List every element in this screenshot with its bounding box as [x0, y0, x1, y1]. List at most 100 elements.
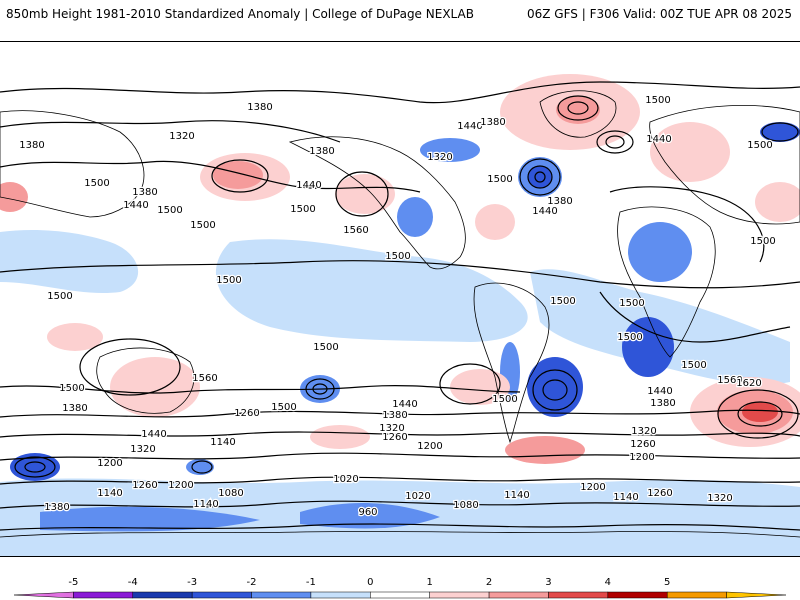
contour-label: 1440: [532, 206, 557, 217]
contour-label: 1200: [97, 458, 122, 469]
contour-label: 1380: [247, 102, 272, 113]
contour-label: 1560: [192, 373, 217, 384]
contour-label: 1260: [382, 432, 407, 443]
contour-label: 1440: [123, 200, 148, 211]
contour-label: 1320: [130, 444, 155, 455]
colorbar-segment: [726, 591, 787, 599]
contour-label: 1440: [457, 121, 482, 132]
contour-label: 1500: [313, 342, 338, 353]
contour-label: 1500: [645, 95, 670, 106]
colorbar-segment: [548, 591, 609, 599]
coastlines: [0, 90, 800, 538]
contour-label: 1320: [707, 493, 732, 504]
contour-label: 1500: [681, 360, 706, 371]
contour-label: 1500: [747, 140, 772, 151]
contour-label: 1560: [343, 225, 368, 236]
colorbar-segment: [251, 591, 312, 599]
colorbar-segment: [429, 591, 490, 599]
colorbar: -5 -4 -3 -2 -1 0 1 2 3 4 5: [13, 577, 787, 599]
contour-label: 1500: [59, 383, 84, 394]
contour-label: 1500: [385, 251, 410, 262]
contour-label: 1500: [550, 296, 575, 307]
colorbar-segment: [607, 591, 668, 599]
contour-label: 1380: [62, 403, 87, 414]
contour-label: 1500: [216, 275, 241, 286]
contour-label: 1500: [84, 178, 109, 189]
contour-label: 1080: [218, 488, 243, 499]
contour-label: 1140: [613, 492, 638, 503]
contour-label: 1380: [480, 117, 505, 128]
contour-label: 1440: [141, 429, 166, 440]
anomaly-shading: [0, 74, 800, 556]
model-run-info: 06Z GFS | F306 Valid: 00Z TUE APR 08 202…: [526, 7, 792, 21]
colorbar-segment: [132, 591, 193, 599]
colorbar-segment: [13, 591, 74, 599]
colorbar-segment: [310, 591, 371, 599]
contour-label: 1500: [190, 220, 215, 231]
colorbar-tick-label: -3: [187, 577, 197, 588]
contour-label: 1440: [647, 386, 672, 397]
colorbar-tick-label: 5: [664, 577, 670, 588]
contour-label: 1500: [47, 291, 72, 302]
contour-label: 1500: [750, 236, 775, 247]
colorbar-segment: [666, 591, 727, 599]
contour-label: 1020: [405, 491, 430, 502]
contour-label: 1380: [382, 410, 407, 421]
colorbar-tick-label: 4: [605, 577, 611, 588]
colorbar-tick-label: -2: [247, 577, 257, 588]
contour-label: 1500: [617, 332, 642, 343]
colorbar-tick-label: -5: [68, 577, 78, 588]
contour-label: 1500: [290, 204, 315, 215]
contour-label: 1260: [234, 408, 259, 419]
contour-label: 1320: [427, 152, 452, 163]
colorbar-tick-label: 0: [367, 577, 373, 588]
contour-label: 1380: [19, 140, 44, 151]
contour-label: 1560: [717, 375, 742, 386]
colorbar-segments: [13, 591, 787, 599]
colorbar-tick-label: -4: [128, 577, 138, 588]
contour-label: 1380: [132, 187, 157, 198]
contour-label: 1140: [97, 488, 122, 499]
contour-label: 1320: [631, 426, 656, 437]
contour-label: 1380: [309, 146, 334, 157]
contour-label: 1500: [619, 298, 644, 309]
height-contours: [0, 81, 800, 531]
colorbar-segment: [73, 591, 134, 599]
colorbar-segment: [488, 591, 549, 599]
contour-label: 1380: [44, 502, 69, 513]
contour-label: 1200: [168, 480, 193, 491]
contour-label: 1140: [193, 499, 218, 510]
contour-label: 1620: [736, 378, 761, 389]
contour-label: 1440: [646, 134, 671, 145]
contour-label: 1500: [271, 402, 296, 413]
colorbar-ticks: -5 -4 -3 -2 -1 0 1 2 3 4 5: [68, 577, 670, 588]
contour-label: 1200: [629, 452, 654, 463]
contour-label: 1440: [392, 399, 417, 410]
colorbar-tick-label: 2: [486, 577, 492, 588]
contour-label: 1500: [492, 394, 517, 405]
contour-label: 1380: [547, 196, 572, 207]
contour-label: 1080: [453, 500, 478, 511]
contour-label: 1200: [580, 482, 605, 493]
colorbar-segment: [191, 591, 252, 599]
contour-label: 1140: [504, 490, 529, 501]
contour-label: 1260: [132, 480, 157, 491]
colorbar-segment: [370, 591, 430, 599]
contour-label: 1380: [650, 398, 675, 409]
contour-label: 1500: [157, 205, 182, 216]
contour-label: 1200: [417, 441, 442, 452]
contour-label: 1020: [333, 474, 358, 485]
map-panel: 1380 1320 1380 1500 1380 1440 1500 1380 1440 1500…: [0, 41, 800, 557]
colorbar-tick-label: 1: [427, 577, 433, 588]
contour-label: 1140: [210, 437, 235, 448]
contour-label: 1320: [169, 131, 194, 142]
contour-label: 1260: [647, 488, 672, 499]
colorbar-tick-label: -1: [306, 577, 316, 588]
contour-label: 960: [358, 507, 377, 518]
colorbar-tick-label: 3: [545, 577, 551, 588]
header: 850mb Height 1981-2010 Standardized Anom…: [0, 0, 800, 28]
map-title: 850mb Height 1981-2010 Standardized Anom…: [6, 7, 474, 21]
contour-label: 1500: [487, 174, 512, 185]
